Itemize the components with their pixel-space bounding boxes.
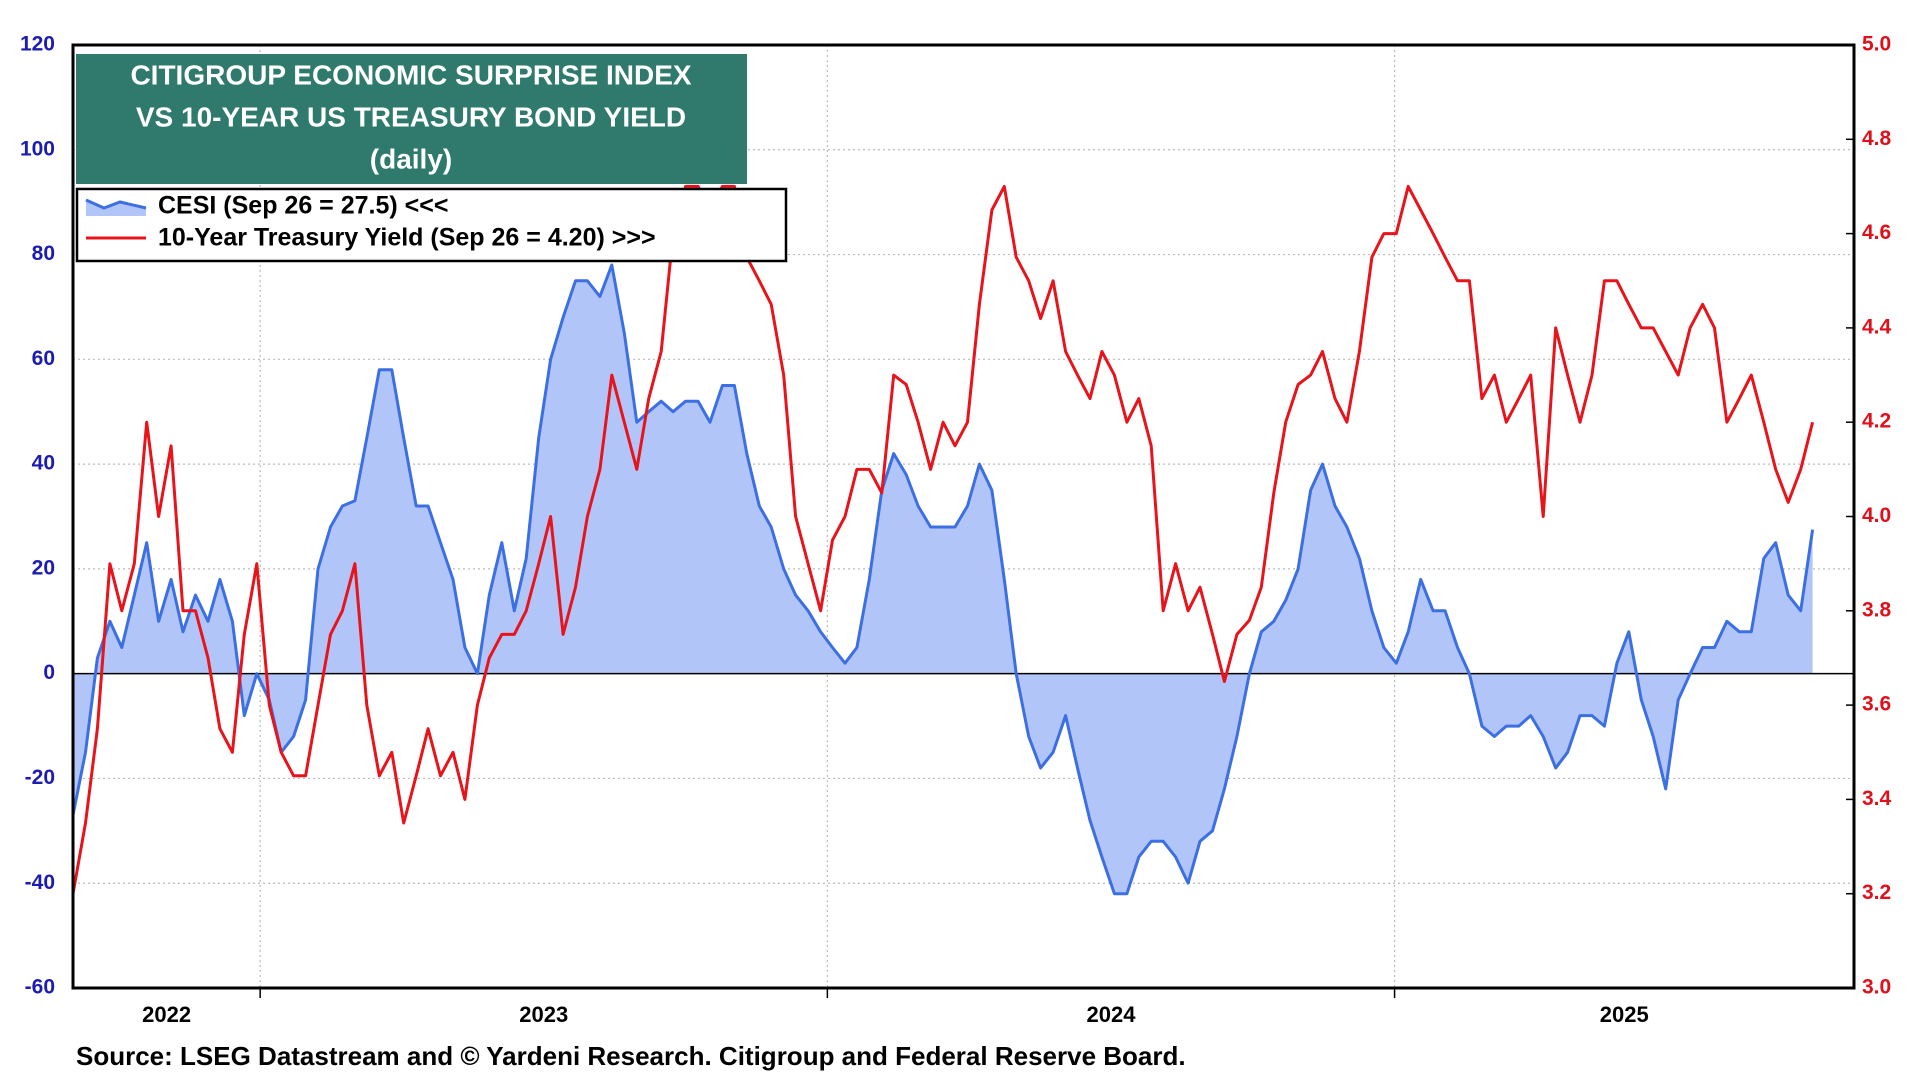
source: Source: LSEG Datastream and © Yardeni Re… <box>76 1041 1186 1071</box>
y2-tick-label: 3.8 <box>1862 598 1892 621</box>
y2-tick-label: 3.6 <box>1862 693 1891 716</box>
y-tick-label: -40 <box>25 871 55 894</box>
legend-box <box>75 187 788 263</box>
y2-tick-label: 4.4 <box>1862 315 1892 338</box>
title-box <box>76 54 747 184</box>
y2-tick-label: 3.4 <box>1862 787 1892 810</box>
y2-tick-label: 5.0 <box>1862 33 1891 56</box>
legend-swatch <box>86 200 146 216</box>
y-tick-label: 0 <box>43 661 55 684</box>
y-tick-label: 100 <box>20 137 55 160</box>
legend-label: 10-Year Treasury Yield (Sep 26 = 4.20) >… <box>158 224 656 252</box>
chart-title: CITIGROUP ECONOMIC SURPRISE INDEX <box>130 59 691 90</box>
x-tick-label: 2023 <box>519 1002 568 1027</box>
x-tick-label: 2025 <box>1600 1002 1649 1027</box>
y-tick-label: 60 <box>32 347 55 370</box>
plot-layer <box>71 45 1854 988</box>
y-tick-label: -60 <box>25 976 55 999</box>
chart-subtitle: (daily) <box>370 143 452 174</box>
x-tick-label: 2024 <box>1086 1002 1136 1027</box>
y-tick-label: -20 <box>25 766 55 789</box>
y-tick-label: 80 <box>32 242 55 265</box>
y2-tick-label: 4.8 <box>1862 127 1892 150</box>
series-line <box>71 184 1815 894</box>
y-tick-label: 120 <box>20 33 55 56</box>
y2-tick-label: 3.0 <box>1862 976 1891 999</box>
y2-tick-label: 3.2 <box>1862 881 1891 904</box>
y-tick-label: 40 <box>32 452 55 475</box>
overlay-layer: -60 -40 -20 0 20 40 60 80 100 120 3.0 3.2 3.4 3.6 3.8 4… <box>20 33 1892 1027</box>
area <box>73 265 1813 894</box>
legend-line <box>85 198 147 210</box>
y2-tick-label: 4.0 <box>1862 504 1891 527</box>
chart-title: VS 10-YEAR US TREASURY BOND YIELD <box>136 101 686 132</box>
y2-tick-label: 4.2 <box>1862 410 1891 433</box>
y2-tick-label: 4.6 <box>1862 221 1891 244</box>
x-tick-label: 2022 <box>142 1002 191 1027</box>
series-line <box>71 263 1815 896</box>
legend-label: CESI (Sep 26 = 27.5) <<< <box>158 192 448 220</box>
y-tick-label: 20 <box>32 556 55 579</box>
